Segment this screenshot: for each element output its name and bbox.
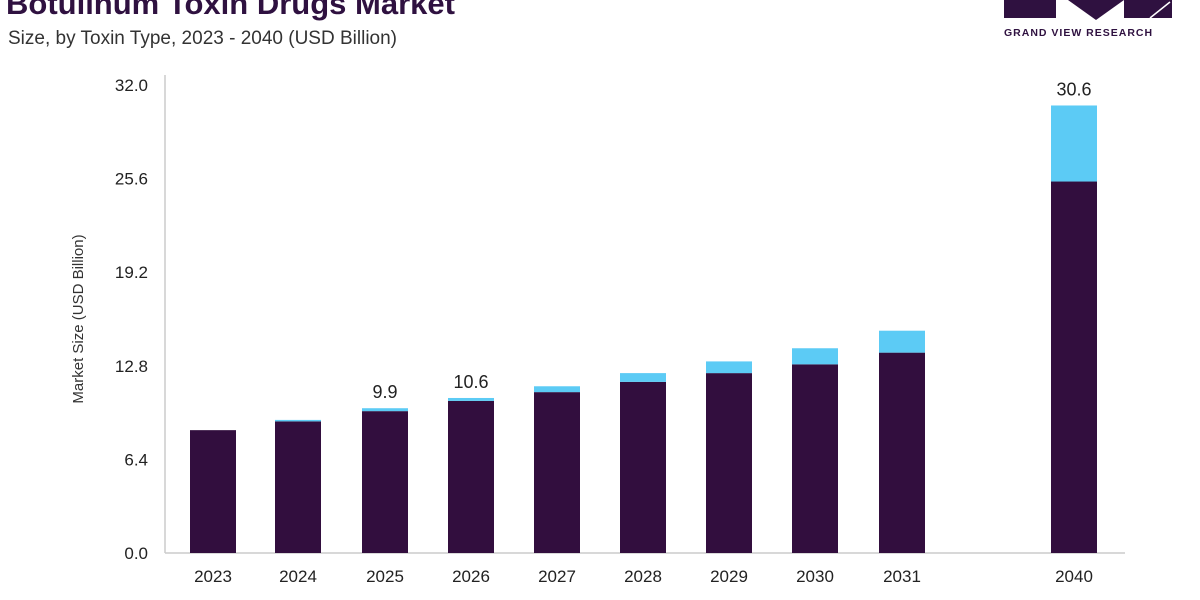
x-tick-label: 2025 [366, 567, 404, 586]
x-tick-label: 2027 [538, 567, 576, 586]
bar-segment-dark-2027 [534, 392, 580, 553]
data-label-2040: 30.6 [1056, 79, 1091, 99]
bar-segment-dark-2031 [879, 352, 925, 553]
x-tick-label: 2029 [710, 567, 748, 586]
x-axis-tick-labels: 2023 2024 2025 2026 2027 2028 2029 2030 2031 2040 [194, 567, 1093, 586]
bar-segment-light-2025 [362, 408, 408, 412]
bar-segment-light-2027 [534, 386, 580, 393]
bar-segment-light-2026 [448, 397, 494, 401]
data-label-2025: 9.9 [372, 382, 397, 402]
bar-segment-light-2040 [1051, 105, 1097, 182]
bars [190, 105, 1097, 553]
y-tick-label: 12.8 [115, 357, 148, 376]
bar-segment-dark-2023 [190, 430, 236, 553]
x-tick-label: 2031 [883, 567, 921, 586]
bar-segment-light-2024 [275, 419, 321, 422]
y-axis-label: Market Size (USD Billion) [70, 234, 87, 403]
bar-segment-light-2030 [792, 348, 838, 365]
x-tick-label: 2028 [624, 567, 662, 586]
bar-segment-dark-2026 [448, 400, 494, 553]
y-tick-label: 19.2 [115, 263, 148, 282]
bar-segment-dark-2030 [792, 364, 838, 553]
data-label-2026: 10.6 [453, 372, 488, 392]
bar-segment-dark-2024 [275, 421, 321, 553]
x-tick-label: 2023 [194, 567, 232, 586]
x-tick-label: 2040 [1055, 567, 1093, 586]
y-tick-label: 0.0 [124, 544, 148, 563]
y-tick-label: 25.6 [115, 170, 148, 189]
bar-segment-light-2031 [879, 330, 925, 353]
bar-segment-dark-2028 [620, 381, 666, 553]
data-labels: 9.9 10.6 30.6 [372, 79, 1091, 402]
x-tick-label: 2026 [452, 567, 490, 586]
y-tick-label: 32.0 [115, 76, 148, 95]
bar-segment-dark-2040 [1051, 181, 1097, 553]
bar-segment-dark-2025 [362, 411, 408, 553]
y-axis-ticks: 0.0 6.4 12.8 19.2 25.6 32.0 [115, 76, 148, 563]
y-tick-label: 6.4 [124, 450, 148, 469]
chart-subtitle: Size, by Toxin Type, 2023 - 2040 (USD Bi… [8, 28, 397, 49]
logo-text: GRAND VIEW RESEARCH [1004, 27, 1154, 39]
x-tick-label: 2030 [796, 567, 834, 586]
bar-segment-dark-2029 [706, 373, 752, 553]
x-tick-label: 2024 [279, 567, 317, 586]
bar-segment-light-2028 [620, 373, 666, 382]
chart-title: Botulinum Toxin Drugs Market [6, 0, 455, 21]
bar-segment-light-2029 [706, 361, 752, 374]
grand-view-research-logo-icon [1004, 0, 1172, 20]
